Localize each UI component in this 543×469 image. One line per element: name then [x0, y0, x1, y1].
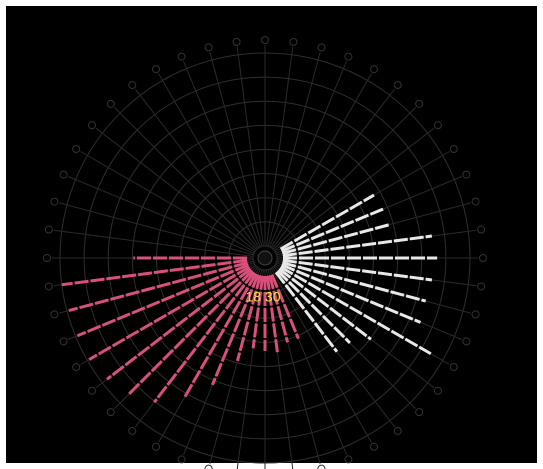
rim-dot: [261, 36, 269, 44]
rim-dot: [59, 170, 68, 179]
rim-dot: [152, 442, 160, 451]
rim-dot: [433, 386, 442, 395]
rim-dot: [289, 37, 298, 46]
bar: [281, 207, 384, 253]
rim-dot: [106, 99, 115, 108]
spoke: [59, 202, 254, 256]
time-label: 18 30: [245, 289, 280, 305]
rim-dot: [177, 455, 186, 464]
rim-dot: [477, 225, 486, 234]
spoke: [274, 127, 435, 252]
bar: [268, 274, 290, 343]
spoke: [271, 88, 396, 249]
bar: [274, 271, 339, 353]
rim-dot: [415, 99, 424, 108]
rim-dot: [50, 310, 59, 319]
spoke: [53, 229, 254, 257]
bar: [281, 222, 391, 255]
bar: [279, 193, 375, 251]
rim-dot: [370, 65, 378, 74]
bar: [281, 263, 422, 324]
rim-dot: [43, 254, 51, 262]
bar: [276, 269, 351, 344]
bar: [251, 275, 265, 349]
bar: [279, 265, 432, 356]
spoke: [114, 107, 257, 250]
spoke: [95, 127, 256, 252]
rim-dot: [152, 65, 160, 74]
bars: [61, 193, 438, 404]
rim-dot: [393, 81, 402, 90]
spoke: [267, 52, 321, 247]
bar: [68, 261, 249, 313]
rim-dot: [50, 197, 59, 206]
rim-dot: [462, 337, 471, 346]
spoke: [183, 61, 261, 248]
bar: [265, 275, 279, 353]
bar: [211, 274, 260, 386]
rim-dot: [462, 170, 471, 179]
bar: [127, 269, 254, 396]
rim-dot: [477, 282, 486, 291]
spoke: [158, 73, 260, 248]
rim-dot: [344, 52, 353, 61]
rim-dot: [59, 337, 68, 346]
rim-dot: [479, 254, 487, 262]
spoke: [209, 52, 263, 247]
spoke: [273, 107, 416, 250]
rim-dot: [204, 464, 213, 469]
rim-dot: [317, 43, 326, 52]
rim-dot: [128, 81, 137, 90]
bar: [281, 261, 427, 303]
bar: [183, 272, 258, 398]
spoke: [269, 61, 347, 248]
bar: [282, 234, 433, 258]
rim-dot: [88, 386, 97, 395]
rim-dot: [344, 455, 353, 464]
rim-dot: [72, 363, 81, 371]
bar: [88, 265, 251, 361]
rim-dot: [106, 408, 115, 417]
bar: [282, 258, 433, 282]
bar: [106, 267, 252, 381]
rim-dot: [72, 145, 81, 153]
spoke: [270, 268, 372, 443]
bar: [61, 258, 248, 287]
rim-dot: [128, 426, 137, 435]
rim-dot: [393, 426, 402, 435]
rim-dot: [370, 442, 378, 451]
spoke: [266, 46, 294, 247]
rim-dot: [317, 464, 326, 469]
rim-dot: [44, 225, 53, 234]
spoke: [134, 88, 259, 249]
rim-dot: [232, 37, 241, 46]
rim-dot: [204, 43, 213, 52]
spoke: [80, 151, 255, 253]
rim-dot: [177, 52, 186, 61]
bar: [278, 267, 372, 341]
rim-dot: [44, 282, 53, 291]
bar: [235, 274, 262, 362]
rim-dot: [449, 363, 458, 371]
spoke: [68, 176, 255, 254]
hub: [257, 250, 273, 266]
bar: [153, 271, 256, 404]
rim-dot: [433, 121, 442, 130]
rim-dot: [471, 197, 480, 206]
spoke: [236, 46, 264, 247]
rim-dot: [449, 145, 458, 153]
spoke: [270, 73, 372, 248]
rim-dot: [415, 408, 424, 417]
rim-dot: [88, 121, 97, 130]
rim-dot: [471, 310, 480, 319]
bar: [270, 274, 300, 340]
bar: [76, 263, 249, 338]
